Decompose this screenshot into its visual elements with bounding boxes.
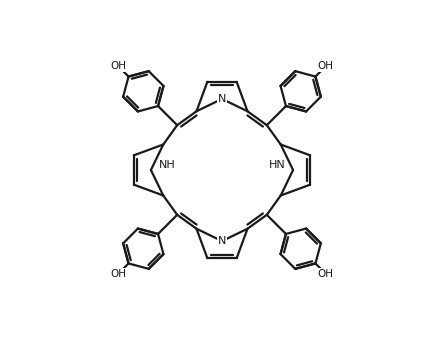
- Text: OH: OH: [318, 61, 334, 71]
- Text: OH: OH: [110, 61, 126, 71]
- Text: NH: NH: [159, 160, 175, 170]
- Text: N: N: [218, 94, 226, 104]
- Text: OH: OH: [110, 269, 126, 279]
- Text: HN: HN: [269, 160, 285, 170]
- Text: OH: OH: [318, 269, 334, 279]
- Text: N: N: [218, 236, 226, 246]
